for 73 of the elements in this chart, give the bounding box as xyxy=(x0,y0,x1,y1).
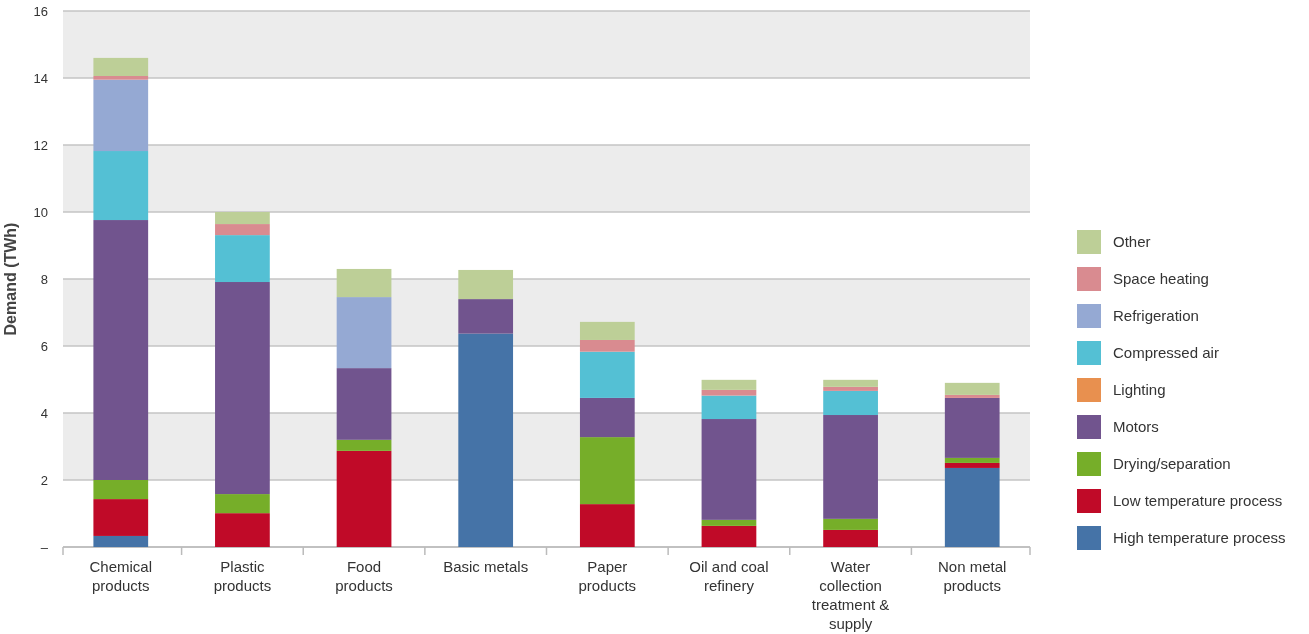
bar xyxy=(944,467,1000,547)
x-tick-label: Basic metals xyxy=(443,558,529,575)
bar xyxy=(944,382,1000,395)
bar xyxy=(93,75,149,80)
bar xyxy=(701,379,757,390)
legend-label: Lighting xyxy=(1113,381,1166,399)
bar xyxy=(458,269,514,300)
bar xyxy=(823,386,878,391)
x-tick-label: Paper products xyxy=(578,558,637,594)
y-tick-label: 6 xyxy=(40,338,48,354)
bar xyxy=(93,499,149,536)
x-tick-label: Chemical products xyxy=(89,558,153,594)
bar xyxy=(944,397,1000,458)
bar xyxy=(93,480,149,500)
legend-label: High temperature process xyxy=(1113,529,1286,547)
bar xyxy=(215,224,270,236)
bar xyxy=(458,299,514,334)
legend-label: Refrigeration xyxy=(1113,307,1199,325)
legend-label: Drying/separation xyxy=(1113,455,1231,473)
bar xyxy=(579,339,635,352)
bar xyxy=(944,394,1000,398)
bar xyxy=(93,151,149,221)
y-tick-label: 14 xyxy=(33,70,48,86)
bar xyxy=(215,494,270,514)
y-tick-label: 10 xyxy=(33,204,48,220)
y-tick-label: 12 xyxy=(33,137,48,153)
bar xyxy=(215,212,270,225)
bar xyxy=(823,415,878,519)
bar xyxy=(215,513,270,547)
legend-label: Space heating xyxy=(1113,270,1209,288)
x-tick-label: Plastic products xyxy=(213,558,272,594)
y-tick-label: 4 xyxy=(40,405,48,421)
bar xyxy=(336,439,392,451)
bar xyxy=(823,518,878,530)
legend-label: Motors xyxy=(1113,418,1159,436)
bar xyxy=(944,462,1000,468)
x-tick-label: Water collection treatment & supply xyxy=(811,558,890,632)
bar xyxy=(93,57,149,76)
bar xyxy=(336,297,392,369)
bar xyxy=(215,282,270,495)
bar xyxy=(944,457,1000,463)
y-tick-label: 8 xyxy=(40,271,48,287)
bar xyxy=(579,504,635,547)
bar xyxy=(823,390,878,416)
bar xyxy=(579,321,635,340)
bar xyxy=(215,235,270,283)
bar xyxy=(458,333,514,547)
legend-label: Low temperature process xyxy=(1113,492,1283,510)
bar xyxy=(336,368,392,440)
bar xyxy=(579,351,635,398)
bar xyxy=(701,389,757,396)
bar xyxy=(823,379,878,387)
bar xyxy=(701,419,757,520)
legend-label: Other xyxy=(1113,233,1151,251)
y-axis-title: Demand (TWh) xyxy=(2,222,19,336)
bar xyxy=(579,397,635,438)
bar xyxy=(701,525,757,547)
y-tick-label: – xyxy=(40,539,49,555)
bar xyxy=(701,395,757,420)
bar xyxy=(823,529,878,547)
bar xyxy=(336,268,392,298)
x-tick-label: Oil and coal refinery xyxy=(689,558,769,594)
bar xyxy=(336,450,392,547)
bar xyxy=(93,535,149,547)
bar xyxy=(579,437,635,505)
legend-label: Compressed air xyxy=(1113,344,1219,362)
bar xyxy=(93,79,149,152)
x-tick-label: Food products xyxy=(335,558,393,594)
bar xyxy=(93,220,149,480)
x-tick-label: Non metal products xyxy=(938,558,1007,594)
y-tick-label: 2 xyxy=(40,472,48,488)
y-tick-label: 16 xyxy=(33,3,48,19)
bar xyxy=(701,519,757,526)
